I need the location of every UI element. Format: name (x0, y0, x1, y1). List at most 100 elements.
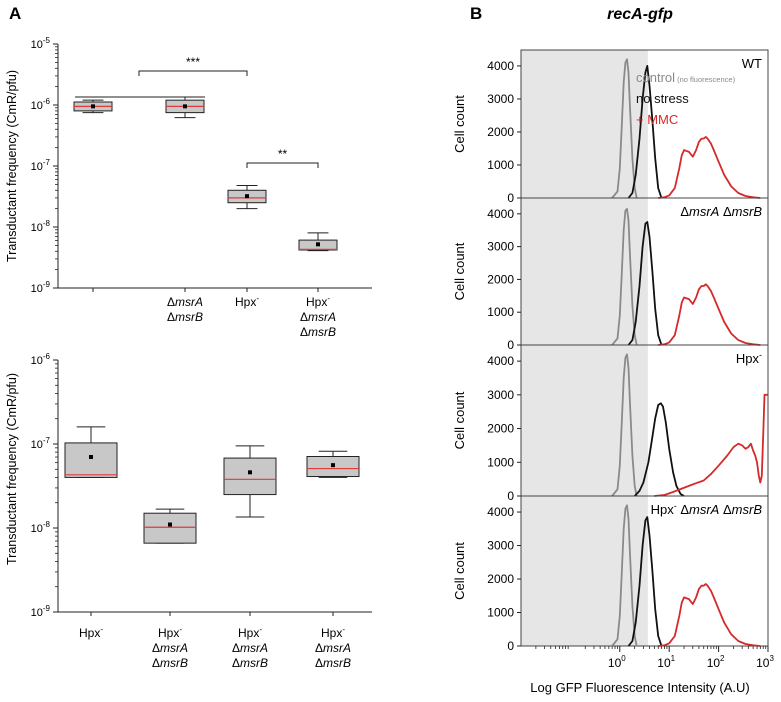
y-tick-label: 3000 (487, 240, 514, 254)
delta-symbol: Δ (300, 310, 308, 324)
series-no-stress-curve (627, 221, 663, 346)
gene-name: msrB (308, 325, 336, 339)
delta-symbol: Δ (167, 310, 175, 324)
mean-marker (183, 104, 187, 109)
box-2 (165, 96, 205, 119)
y-tick-label: 10-8 (31, 219, 51, 234)
gene-name: msrA (175, 295, 203, 309)
a-top-ylabel: Transductant frequency (CmR/pfu) (5, 70, 19, 262)
plot-frame (520, 49, 769, 647)
label-text: Δ (680, 204, 689, 219)
y-tick-base: 10 (31, 222, 43, 234)
box-3 (227, 184, 267, 210)
category-label: ΔmsrA (167, 295, 203, 309)
y-tick-exponent: -8 (43, 219, 51, 228)
control-gate-shading (521, 50, 648, 646)
y-tick-label: 1000 (487, 158, 514, 172)
y-axis-label: Cell count (452, 242, 467, 300)
y-tick-label: 10-5 (31, 36, 51, 51)
panel-label: Hpx- (736, 350, 762, 366)
x-tick-label: 103 (756, 654, 774, 670)
category-label: ΔmsrA (232, 641, 268, 655)
delta-symbol: Δ (167, 295, 175, 309)
y-tick-label: 10-9 (31, 604, 51, 619)
y-tick-label: 1000 (487, 455, 514, 469)
legend-control: control (no fluorescence) (636, 70, 736, 85)
category-label-superscript: - (342, 625, 345, 634)
box-1 (64, 426, 118, 478)
y-tick-exponent: -7 (43, 436, 51, 445)
significance-bracket (138, 70, 248, 76)
mean-marker (248, 470, 252, 475)
y-tick-label: 0 (507, 639, 514, 653)
series-control-curve (611, 58, 638, 199)
label-gene-name: msrA (689, 502, 719, 517)
y-tick-label: 2000 (487, 572, 514, 586)
y-tick-label: 10-6 (31, 352, 51, 367)
category-label: ΔmsrB (152, 656, 188, 670)
y-axis-label: Cell count (452, 542, 467, 600)
box-1 (73, 99, 113, 114)
x-tick-base: 10 (608, 656, 622, 670)
series-control-curve (611, 207, 638, 346)
b-xlabel: Log GFP Fluorescence Intensity (A.U) (530, 680, 749, 695)
gene-name: msrB (323, 656, 351, 670)
gene-name: msrB (240, 656, 268, 670)
y-tick-label: 10-7 (31, 158, 51, 173)
significance-bracket (246, 162, 319, 168)
box-iqr (223, 457, 277, 496)
box-3 (223, 445, 277, 518)
y-tick-label: 0 (507, 489, 514, 503)
label-text: Δ (677, 502, 690, 517)
label-text: Δ (719, 204, 732, 219)
y-tick-exponent: -6 (43, 97, 51, 106)
y-tick-exponent: -7 (43, 158, 51, 167)
significance-label: *** (186, 55, 200, 69)
legend-control-text: control (636, 70, 675, 85)
category-label-superscript: - (100, 625, 103, 634)
y-axis-label: Cell count (452, 391, 467, 449)
y-tick-label: 0 (507, 338, 514, 352)
x-tick-label: 100 (608, 654, 626, 670)
y-tick-label: 3000 (487, 92, 514, 106)
series-no-stress-curve (627, 65, 663, 199)
legend-no-stress: no stress (636, 91, 689, 106)
x-tick-exponent: 3 (769, 654, 774, 663)
y-tick-label: 10-9 (31, 280, 51, 295)
y-tick-exponent: -8 (43, 520, 51, 529)
category-label-superscript: - (256, 294, 259, 303)
gene-name: msrA (160, 641, 188, 655)
panel-a-top-chart: Transductant frequency (CmR/pfu) 10-510-… (5, 36, 372, 339)
gene-name: msrA (240, 641, 268, 655)
panel-label: Hpx- ΔmsrA ΔmsrB (651, 501, 763, 517)
y-tick-exponent: -5 (43, 36, 51, 45)
y-tick-base: 10 (31, 161, 43, 173)
label-gene-name: msrA (689, 204, 719, 219)
significance-label: ** (278, 147, 288, 161)
series-no-stress-curve (634, 402, 685, 497)
y-tick-label: 10-7 (31, 436, 51, 451)
x-tick-base: 10 (707, 656, 721, 670)
y-tick-label: 4000 (487, 354, 514, 368)
category-label: Hpx- (158, 625, 182, 640)
category-label: Hpx- (79, 625, 103, 640)
category-label-text: Hpx (238, 626, 259, 640)
y-tick-label: 0 (507, 191, 514, 205)
category-label: ΔmsrB (315, 656, 351, 670)
histogram-panel-4: 4000 3000 2000 1000 0 Cell count Hpx- ΔmsrA Δm… (452, 495, 768, 653)
series--mmc-curve (658, 583, 761, 647)
label-text: WT (742, 56, 762, 71)
category-label-superscript: - (179, 625, 182, 634)
category-label: ΔmsrB (300, 325, 336, 339)
category-label: Hpx- (238, 625, 262, 640)
mean-marker (89, 455, 93, 460)
y-tick-exponent: -9 (43, 280, 51, 289)
y-tick-label: 4000 (487, 207, 514, 221)
y-tick-label: 10-8 (31, 520, 51, 535)
delta-symbol: Δ (315, 656, 323, 670)
series--mmc-curve (658, 135, 761, 199)
x-tick-label: 102 (707, 654, 725, 670)
category-label-superscript: - (259, 625, 262, 634)
panel-a-bottom-chart: Transductant frequency (CmR/pfu) 10-610-… (5, 352, 372, 670)
y-tick-base: 10 (31, 355, 43, 367)
